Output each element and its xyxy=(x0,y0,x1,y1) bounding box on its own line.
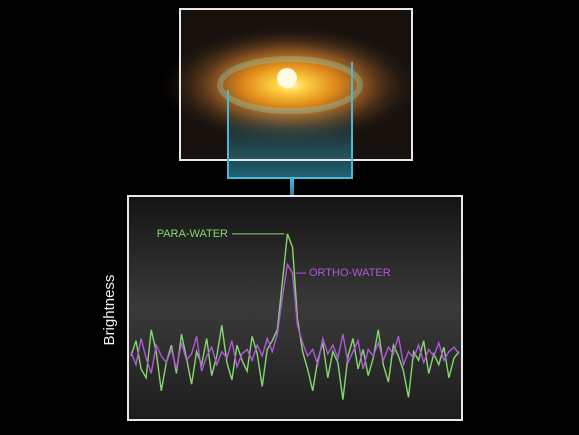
annotation: ORTHO-WATER xyxy=(309,267,391,279)
plot xyxy=(130,233,460,400)
y-axis-label: Brightness xyxy=(101,275,118,346)
beam xyxy=(228,105,352,178)
star xyxy=(277,68,297,88)
annotation: PARA-WATER xyxy=(157,228,228,240)
plot-frame xyxy=(127,195,463,421)
illustration-frame xyxy=(179,8,413,161)
series-line xyxy=(130,262,460,374)
series-line xyxy=(130,233,460,400)
